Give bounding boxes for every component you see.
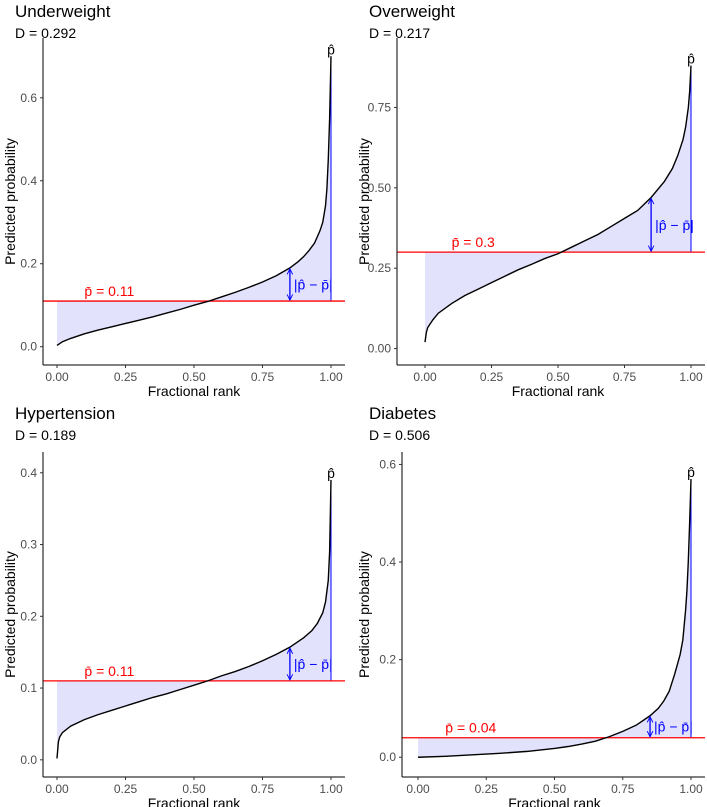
y-tick-label: 0.4: [379, 555, 396, 569]
y-tick-label: 0.75: [368, 100, 392, 114]
deviation-label: |p̂ − p̄|: [655, 217, 694, 233]
x-tick-label: 1.00: [319, 782, 343, 796]
d-statistic-label: D = 0.506: [369, 427, 430, 443]
y-axis-label: Predicted probability: [356, 138, 372, 265]
d-statistic-label: D = 0.217: [369, 25, 430, 41]
x-tick-label: 0.50: [182, 370, 206, 384]
x-tick-label: 0.25: [480, 370, 504, 384]
panel-diabetes: Diabetes D = 0.506 |p̂ − p̄| p̂ p̄ = 0.04 0.0…: [356, 404, 705, 807]
panel-title: Diabetes: [369, 404, 436, 423]
panel-underweight: Underweight D = 0.292 |p̂ − p̄| p̂ p̄ = 0.11…: [2, 2, 345, 399]
x-tick-label: 0.00: [45, 370, 69, 384]
x-tick-label: 0.75: [251, 370, 275, 384]
x-tick-label: 0.75: [613, 370, 637, 384]
deviation-label: |p̂ − p̄|: [294, 276, 333, 292]
y-tick-label: 0.2: [379, 653, 396, 667]
x-axis-label: Fractional rank: [148, 383, 242, 399]
x-tick-label: 0.50: [543, 782, 567, 796]
y-tick-label: 0.3: [20, 538, 37, 552]
d-statistic-label: D = 0.292: [15, 25, 76, 41]
panel-title: Overweight: [369, 2, 455, 21]
deviation-label: |p̂ − p̄|: [654, 719, 693, 735]
prediction-curve: [417, 479, 692, 758]
x-tick-label: 0.75: [251, 782, 275, 796]
y-tick-label: 0.2: [20, 257, 37, 271]
y-tick-label: 0.4: [20, 466, 37, 480]
deviation-area: [418, 479, 691, 758]
x-tick-label: 0.50: [182, 782, 206, 796]
deviation-area: [425, 65, 691, 343]
mean-label: p̄ = 0.11: [84, 283, 134, 299]
phat-label: p̂: [687, 464, 695, 480]
x-tick-label: 1.00: [319, 370, 343, 384]
x-tick-label: 0.50: [546, 370, 570, 384]
d-statistic-label: D = 0.189: [15, 427, 76, 443]
x-tick-label: 0.00: [406, 782, 430, 796]
deviation-label: |p̂ − p̄|: [294, 656, 333, 672]
y-tick-label: 0.6: [20, 91, 37, 105]
panel-overweight: Overweight D = 0.217 |p̂ − p̄| p̂ p̄ = 0.3 0.…: [356, 2, 705, 399]
y-tick-label: 0.0: [20, 340, 37, 354]
y-tick-label: 0.6: [379, 457, 396, 471]
deviation-area: [57, 56, 331, 346]
x-tick-label: 0.25: [114, 782, 138, 796]
y-axis-label: Predicted probability: [2, 138, 18, 265]
y-axis-label: Predicted probability: [2, 551, 18, 678]
phat-label: p̂: [327, 465, 335, 481]
panel-title: Underweight: [15, 2, 111, 21]
x-axis-label: Fractional rank: [148, 795, 242, 807]
y-axis-label: Predicted probability: [356, 551, 372, 678]
x-tick-label: 1.00: [679, 782, 703, 796]
prediction-curve: [56, 56, 332, 347]
x-tick-label: 0.75: [611, 782, 635, 796]
phat-label: p̂: [687, 51, 695, 67]
y-tick-label: 0.0: [20, 753, 37, 767]
x-axis-label: Fractional rank: [508, 795, 602, 807]
mean-label: p̄ = 0.3: [452, 234, 495, 250]
panel-title: Hypertension: [15, 404, 115, 423]
prediction-curve: [56, 479, 332, 759]
x-tick-label: 0.00: [45, 782, 69, 796]
x-tick-label: 0.00: [413, 370, 437, 384]
y-tick-label: 0.2: [20, 609, 37, 623]
x-axis-label: Fractional rank: [512, 383, 606, 399]
mean-label: p̄ = 0.11: [84, 663, 134, 679]
y-tick-label: 0.0: [379, 750, 396, 764]
prediction-curve: [424, 65, 692, 343]
x-tick-label: 0.25: [475, 782, 499, 796]
y-tick-label: 0.25: [368, 261, 392, 275]
y-tick-label: 0.4: [20, 174, 37, 188]
deviation-area: [57, 479, 331, 759]
y-tick-label: 0.1: [20, 681, 37, 695]
y-tick-label: 0.50: [368, 181, 392, 195]
y-tick-label: 0.00: [368, 342, 392, 356]
x-tick-label: 0.25: [114, 370, 138, 384]
x-tick-label: 1.00: [679, 370, 703, 384]
panel-hypertension: Hypertension D = 0.189 |p̂ − p̄| p̂ p̄ = 0.1…: [2, 404, 345, 807]
phat-label: p̂: [327, 41, 335, 57]
mean-label: p̄ = 0.04: [445, 720, 496, 736]
